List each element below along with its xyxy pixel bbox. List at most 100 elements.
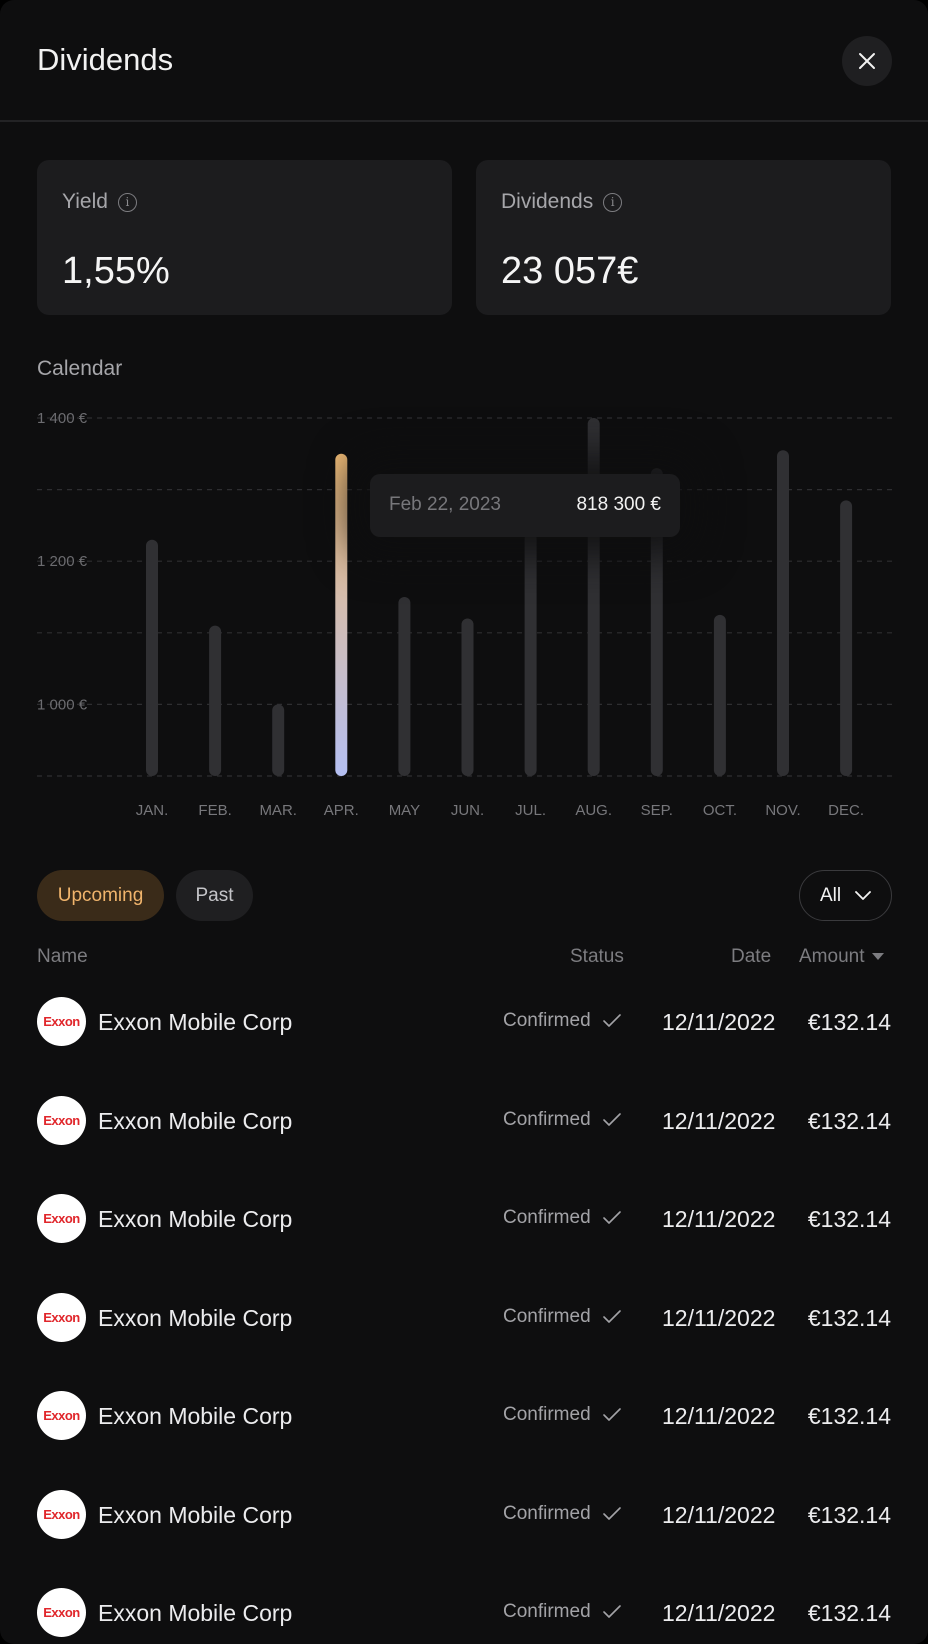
status-text: Confirmed <box>503 1502 591 1524</box>
chart-bar-jan[interactable] <box>146 539 158 776</box>
chart-tooltip: Feb 22, 2023 818 300 € <box>370 474 680 537</box>
close-icon <box>859 53 875 69</box>
calendar-label: Calendar <box>37 357 123 380</box>
company-name: Exxon Mobile Corp <box>98 1304 293 1331</box>
company-logo: Exxon <box>37 1588 86 1637</box>
tooltip-date: Feb 22, 2023 <box>389 494 501 515</box>
table-row[interactable]: Exxon Exxon Mobile Corp Confirmed 12/11/202… <box>0 1168 928 1266</box>
company-logo: Exxon <box>37 1194 86 1243</box>
status-text: Confirmed <box>503 1010 591 1031</box>
sort-down-icon <box>872 953 885 960</box>
tooltip-value: 818 300 € <box>576 494 661 515</box>
company-logo: Exxon <box>37 997 86 1046</box>
x-tick-label: MAY <box>389 802 420 819</box>
status-cell: Confirmed <box>503 1207 621 1229</box>
company-logo: Exxon <box>37 1292 86 1342</box>
dividend-amount: €132.14 <box>807 1304 891 1331</box>
status-text: Confirmed <box>503 1601 591 1622</box>
status-cell: Confirmed <box>503 1503 621 1525</box>
company-name: Exxon Mobile Corp <box>98 1501 293 1528</box>
dividend-amount: €132.14 <box>807 1107 891 1134</box>
y-tick-label: 1 200 € <box>37 553 88 570</box>
yield-card: Yield i 1,55% <box>37 160 452 315</box>
page-title: Dividends <box>37 42 174 77</box>
chart-bar-jul[interactable] <box>524 532 537 776</box>
company-logo: Exxon <box>37 1489 86 1539</box>
chart-bar-nov[interactable] <box>777 450 789 776</box>
chart-bar-mar[interactable] <box>272 704 285 776</box>
filter-dropdown[interactable]: All <box>799 870 892 921</box>
status-cell: Confirmed <box>503 1306 621 1328</box>
dividend-date: 12/11/2022 <box>662 1403 776 1429</box>
company-name: Exxon Mobile Corp <box>98 1009 293 1035</box>
company-logo: Exxon <box>37 1391 86 1440</box>
status-cell: Confirmed <box>503 1010 621 1032</box>
chart-bar-aug[interactable] <box>587 418 600 776</box>
company-name: Exxon Mobile Corp <box>98 1107 293 1134</box>
table-row[interactable]: Exxon Exxon Mobile Corp Confirmed 12/11/202… <box>0 1070 928 1168</box>
status-cell: Confirmed <box>503 1109 621 1131</box>
yield-value: 1,55% <box>62 250 170 292</box>
status-cell: Confirmed <box>503 1601 621 1623</box>
table-row[interactable]: Exxon Exxon Mobile Corp Confirmed 12/11/202… <box>0 1464 928 1562</box>
info-icon[interactable]: i <box>603 192 623 212</box>
tab-upcoming[interactable]: Upcoming <box>37 870 164 921</box>
chart-bar-jun[interactable] <box>461 618 474 776</box>
check-icon <box>602 1112 621 1126</box>
x-tick-label: FEB. <box>198 802 231 819</box>
check-icon <box>602 1506 621 1520</box>
dividend-date: 12/11/2022 <box>662 1600 776 1626</box>
chevron-down-icon <box>855 890 871 900</box>
column-header-status[interactable]: Status <box>570 946 624 967</box>
dividends-label: Dividends <box>501 190 594 213</box>
check-icon <box>602 1408 621 1421</box>
panel-header: Dividends <box>0 0 928 122</box>
chart-bar-oct[interactable] <box>713 614 726 776</box>
company-logo-text: Exxon <box>43 1309 80 1325</box>
close-button[interactable] <box>842 36 892 86</box>
chart-bar-sep[interactable] <box>650 468 663 776</box>
dividend-amount: €132.14 <box>807 1600 891 1626</box>
column-header-name[interactable]: Name <box>37 946 88 967</box>
check-icon <box>602 1014 621 1027</box>
x-tick-label: JUN. <box>451 802 484 819</box>
column-header-date[interactable]: Date <box>731 946 772 967</box>
status-text: Confirmed <box>503 1207 591 1228</box>
chart-bar-feb[interactable] <box>209 625 222 776</box>
status-text: Confirmed <box>503 1404 591 1425</box>
dividend-amount: €132.14 <box>807 1501 891 1528</box>
chart-bar-apr[interactable] <box>335 453 348 776</box>
table-row[interactable]: Exxon Exxon Mobile Corp Confirmed 12/11/202… <box>0 1562 928 1644</box>
company-logo-text: Exxon <box>43 1112 80 1128</box>
chart-bar-dec[interactable] <box>840 500 853 776</box>
x-tick-label: OCT. <box>703 802 737 819</box>
x-tick-label: SEP. <box>641 802 673 819</box>
x-tick-label: JUL. <box>515 802 546 819</box>
info-icon[interactable]: i <box>117 192 137 212</box>
check-icon <box>602 1605 621 1618</box>
filter-value: All <box>819 884 842 906</box>
status-text: Confirmed <box>503 1108 591 1130</box>
tab-past[interactable]: Past <box>176 870 253 921</box>
check-icon <box>602 1309 621 1323</box>
company-logo-text: Exxon <box>43 1408 80 1423</box>
amount-header-label: Amount <box>799 946 865 967</box>
dividends-card: Dividends i 23 057€ <box>476 160 891 315</box>
company-logo-text: Exxon <box>43 1014 80 1029</box>
company-logo-text: Exxon <box>43 1211 80 1226</box>
x-tick-label: DEC. <box>828 802 864 819</box>
column-header-amount[interactable]: Amount <box>799 946 885 968</box>
dividend-date: 12/11/2022 <box>662 1009 776 1035</box>
x-tick-label: APR. <box>324 802 359 819</box>
dividends-calendar-chart: 1 000 € 1 200 € 1 400 € JAN. FEB. MAR. APR. MAY… <box>37 410 892 819</box>
chart-bar-may[interactable] <box>398 597 411 776</box>
table-row[interactable]: Exxon Exxon Mobile Corp Confirmed 12/11/202… <box>0 1365 928 1463</box>
dividend-amount: €132.14 <box>807 1009 891 1035</box>
table-row[interactable]: Exxon Exxon Mobile Corp Confirmed 12/11/202… <box>0 1267 928 1365</box>
company-name: Exxon Mobile Corp <box>98 1206 293 1232</box>
x-tick-label: MAR. <box>259 802 297 819</box>
dividend-date: 12/11/2022 <box>662 1206 776 1232</box>
table-row[interactable]: Exxon Exxon Mobile Corp Confirmed 12/11/202… <box>0 971 928 1069</box>
dividend-date: 12/11/2022 <box>662 1304 776 1331</box>
